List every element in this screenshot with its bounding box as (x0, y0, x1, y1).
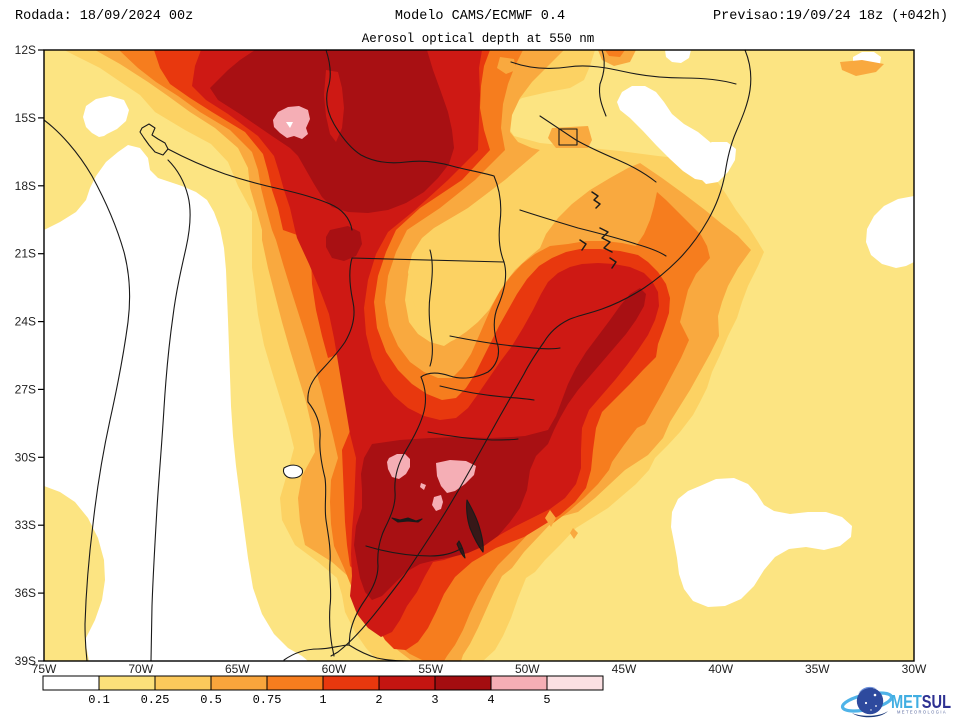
svg-text:2: 2 (375, 693, 382, 707)
svg-text:60W: 60W (322, 662, 347, 676)
svg-text:65W: 65W (225, 662, 250, 676)
svg-text:1: 1 (319, 693, 326, 707)
svg-text:24S: 24S (15, 315, 36, 329)
svg-text:39S: 39S (15, 654, 36, 668)
svg-text:Modelo CAMS/ECMWF 0.4: Modelo CAMS/ECMWF 0.4 (395, 9, 565, 24)
svg-text:0.1: 0.1 (88, 693, 110, 707)
svg-text:33S: 33S (15, 518, 36, 532)
svg-text:Aerosol optical depth at 550 n: Aerosol optical depth at 550 nm (362, 32, 595, 46)
svg-text:50W: 50W (515, 662, 540, 676)
svg-text:12S: 12S (15, 43, 36, 57)
svg-text:30S: 30S (15, 450, 36, 464)
svg-text:55W: 55W (418, 662, 443, 676)
svg-text:0.25: 0.25 (141, 693, 170, 707)
svg-text:METEOROLOGIA: METEOROLOGIA (897, 710, 947, 715)
svg-text:3: 3 (431, 693, 438, 707)
svg-text:40W: 40W (708, 662, 733, 676)
svg-text:15S: 15S (15, 111, 36, 125)
svg-text:75W: 75W (32, 662, 57, 676)
svg-text:0.5: 0.5 (200, 693, 222, 707)
svg-text:0.75: 0.75 (253, 693, 282, 707)
svg-text:30W: 30W (902, 662, 927, 676)
svg-text:Previsao:19/09/24 18z (+042h): Previsao:19/09/24 18z (+042h) (713, 9, 948, 24)
svg-text:METSUL: METSUL (891, 692, 951, 712)
svg-text:18S: 18S (15, 179, 36, 193)
svg-text:27S: 27S (15, 382, 36, 396)
svg-text:5: 5 (543, 693, 550, 707)
svg-text:Rodada: 18/09/2024 00z: Rodada: 18/09/2024 00z (15, 9, 193, 24)
svg-text:45W: 45W (612, 662, 637, 676)
svg-text:36S: 36S (15, 586, 36, 600)
svg-text:35W: 35W (805, 662, 830, 676)
svg-text:4: 4 (487, 693, 494, 707)
svg-text:21S: 21S (15, 247, 36, 261)
svg-text:70W: 70W (128, 662, 153, 676)
